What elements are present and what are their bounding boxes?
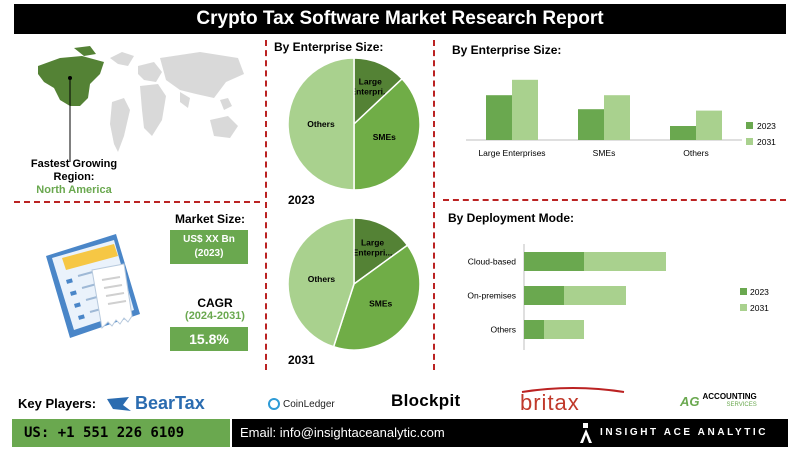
key-players-label: Key Players:	[18, 396, 97, 411]
blockpit-logo: Blockpit	[391, 391, 461, 410]
divider-right	[433, 40, 435, 370]
legend-swatch-2031	[740, 304, 747, 311]
coinledger-logo-text: CoinLedger	[283, 398, 335, 410]
region-label: Fastest Growing Region:	[30, 158, 118, 183]
market-size-label: Market Size:	[174, 212, 246, 226]
divider-left-horizontal	[14, 201, 260, 203]
x-tick-label: Large Enterprises	[478, 148, 545, 158]
pie-label-2023-1: SMEs	[373, 132, 396, 142]
pie-label-2031-0: Large Enterpri...	[353, 238, 393, 258]
coinledger-logo: CoinLedger	[265, 393, 345, 415]
market-size-year: (2023)	[194, 248, 224, 259]
cagr-label: CAGR	[197, 296, 233, 310]
bar-2023-0	[486, 95, 512, 140]
accounting-services-logo: AG ACCOUNTING SERVICES	[680, 393, 757, 409]
legend-label-2023: 2023	[750, 287, 769, 297]
legend-swatch-2023	[746, 122, 753, 129]
pie-section-title: By Enterprise Size:	[274, 40, 384, 54]
cagr-value: 15.8%	[170, 327, 248, 351]
phone-bar: US: +1 551 226 6109	[12, 419, 230, 447]
pie-label-2023-2: Others	[307, 119, 335, 129]
footer-bar	[232, 419, 788, 447]
x-tick-label: Others	[683, 148, 709, 158]
invoice-illustration-icon	[46, 234, 140, 338]
pie-chart-2031: Large Enterpri... SMEs Others	[287, 217, 421, 351]
hbar-2023-2	[524, 320, 544, 339]
pie-label-2023-0: Large Enterpri...	[350, 76, 390, 96]
market-size-value: US$ XX Bn	[183, 234, 235, 245]
legend-swatch-2023	[740, 288, 747, 295]
bar-2023-2	[670, 126, 696, 140]
britax-logo-text: britax	[520, 390, 580, 415]
enterprise-bar-chart: Large Enterprises SMEs Others 2023 2031	[466, 79, 776, 158]
legend-swatch-2031	[746, 138, 753, 145]
north-america-shape	[38, 46, 104, 106]
pie-label-2031-2: Others	[308, 274, 336, 284]
deployment-bar-chart: Cloud-based On-premises Others 2023 2031	[467, 244, 769, 350]
insight-ace-logo-icon	[580, 423, 592, 443]
legend-label-2031: 2031	[757, 137, 776, 147]
hbar-2023-1	[524, 286, 564, 305]
brand-name: INSIGHT ACE ANALYTIC	[600, 427, 769, 438]
legend-label-2023: 2023	[757, 121, 776, 131]
beartax-logo: BearTax	[105, 393, 205, 414]
britax-logo: britax	[518, 386, 628, 415]
y-tick-label: On-premises	[467, 291, 516, 301]
email-link[interactable]: Email: info@insightaceanalytic.com	[240, 425, 445, 440]
pie-2031-year: 2031	[288, 353, 315, 367]
world-map	[38, 46, 244, 162]
bar-section-title: By Enterprise Size:	[452, 43, 562, 57]
bar-2031-0	[512, 79, 538, 140]
pie-slice-2031-1	[332, 244, 421, 351]
deploy-section-title: By Deployment Mode:	[448, 211, 575, 225]
page-title: Crypto Tax Software Market Research Repo…	[14, 4, 786, 34]
hbar-2031-2	[544, 320, 584, 339]
x-tick-label: SMEs	[593, 148, 616, 158]
pie-chart-2023: Large Enterpri... SMEs Others	[287, 57, 421, 191]
market-size-box: US$ XX Bn (2023)	[170, 230, 248, 264]
hbar-2031-0	[584, 252, 666, 271]
pie-label-2031-1: SMEs	[369, 298, 392, 308]
beartax-logo-text: BearTax	[135, 393, 205, 413]
region-value: North America	[36, 184, 112, 196]
pie-slice-2023-2	[287, 57, 355, 191]
divider-right-horizontal	[443, 199, 786, 201]
accounting-text: ACCOUNTING	[702, 392, 757, 401]
y-tick-label: Cloud-based	[468, 257, 516, 267]
divider-left	[265, 40, 267, 370]
services-text: SERVICES	[726, 402, 757, 408]
legend-label-2031: 2031	[750, 303, 769, 313]
ag-logo-icon: AG	[680, 393, 700, 409]
pie-slice-2031-0	[353, 217, 409, 286]
y-tick-label: Others	[490, 325, 516, 335]
pie-2023-year: 2023	[288, 193, 315, 207]
hbar-2023-0	[524, 252, 584, 271]
cagr-period: (2024-2031)	[185, 310, 245, 322]
hbar-2031-1	[564, 286, 626, 305]
bar-2023-1	[578, 109, 604, 140]
coinledger-icon	[268, 398, 280, 410]
bar-2031-2	[696, 110, 722, 140]
pie-slice-2031-2	[287, 217, 355, 348]
pie-slice-2023-1	[353, 77, 421, 191]
bar-2031-1	[604, 95, 630, 140]
